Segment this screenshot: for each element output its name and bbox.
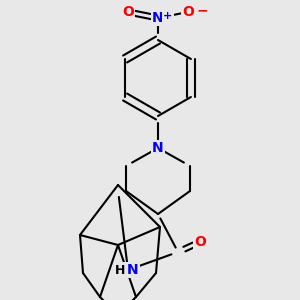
Text: N: N	[152, 141, 164, 155]
Text: −: −	[196, 3, 208, 17]
Text: O: O	[122, 5, 134, 19]
Text: N: N	[152, 11, 164, 25]
Text: O: O	[194, 235, 206, 249]
Text: O: O	[182, 5, 194, 19]
Text: +: +	[164, 11, 172, 21]
Text: N: N	[127, 263, 139, 277]
Text: H: H	[115, 263, 125, 277]
